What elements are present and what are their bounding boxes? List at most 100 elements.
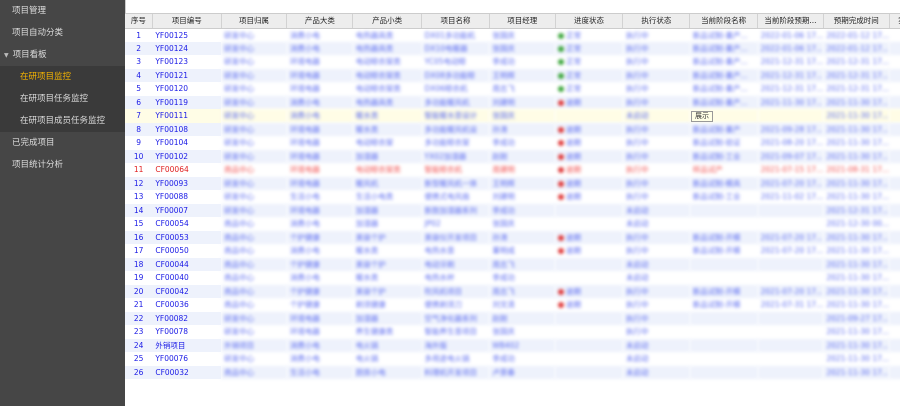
column-header[interactable]: 项目编号	[152, 14, 222, 29]
table-row[interactable]: 15 CF00054 商品中心 消费小电 加湿器 JP02 张国庆 未启动 2021-12-30…	[125, 217, 900, 231]
sidebar-item[interactable]: 项目管理	[0, 0, 125, 22]
cell-text[interactable]: YF00111	[155, 111, 189, 121]
cell-text[interactable]: YF00093	[155, 178, 189, 188]
cell	[757, 257, 824, 271]
cell: 美容个护	[352, 230, 422, 244]
table-row[interactable]: 13 YF00088 研发中心 生活小电 生活小电类 便携式电风扇 刘建明 逾期 执行中 新品试制…	[125, 190, 900, 204]
cell-text[interactable]: YF00007	[155, 205, 189, 215]
table-row[interactable]: 25 YF00076 研发中心 消费小电 电火锅 多用途电火锅 李成功 未启动 2021-11-…	[125, 352, 900, 366]
cell: 研发中心	[221, 149, 287, 163]
cell-text: 研发中心	[224, 327, 255, 337]
table-row[interactable]: 11 CF00064 商品中心 环境电器 电动晾衣架类 智能晾衣机 周建明 逾期 执行中 样品试产…	[125, 163, 900, 177]
table-row[interactable]: 1 YF00125 研发中心 消费小电 电热器具类 DX01多功能机 张国庆 正常 执行中 新品试…	[125, 28, 900, 42]
cell-text[interactable]: CF00064	[155, 165, 189, 175]
sidebar-item[interactable]: 在研项目监控	[0, 66, 125, 88]
column-header[interactable]: 项目经理	[489, 14, 556, 29]
cell: 2021-08-20 17...	[758, 136, 824, 150]
filter-bar[interactable]	[125, 0, 900, 14]
cell-text[interactable]: YF00078	[155, 327, 189, 337]
cell-text[interactable]: YF00120	[155, 84, 189, 94]
column-header[interactable]: 当前阶段名称	[689, 14, 759, 29]
column-header[interactable]: 项目名称	[421, 14, 490, 29]
cell-text[interactable]: YF00121	[155, 70, 189, 80]
cell-text[interactable]: 外销项目	[155, 340, 186, 350]
table-row[interactable]: 24 外销项目 外销项目 消费小电 电火锅 海外版 WB402 未启动 2021-11-30 1…	[125, 338, 900, 352]
column-header[interactable]: 执行状态	[622, 14, 691, 29]
cell-text[interactable]: CF00040	[155, 273, 189, 283]
cell-text[interactable]: CF00042	[155, 286, 189, 296]
column-header[interactable]: 项目归属	[221, 14, 288, 29]
cell-text[interactable]: YF00088	[155, 192, 189, 202]
table-row[interactable]: 3 YF00123 研发中心 环境电器 电动晾衣架类 YC05电动晾 李成功 正常 执行中 新品试…	[125, 55, 900, 69]
cell-text: 执行中	[625, 30, 649, 40]
cell-text[interactable]: YF00124	[155, 43, 189, 53]
column-header[interactable]: 实	[889, 14, 900, 29]
table-row[interactable]: 18 CF00044 商品中心 个护健康 美容个护 电动牙刷 周志飞 未启动 2021-11-3…	[125, 257, 900, 271]
table-row[interactable]: 6 YF00119 研发中心 消费小电 电热器具类 多功能暖风机 刘建明 逾期 执行中 新品试制-…	[125, 95, 900, 109]
status-dot-icon	[558, 167, 565, 174]
cell: 商品中心	[221, 230, 287, 244]
table-row[interactable]: 26 CF00032 商品中心 生活小电 厨房小电 料理机开发项目 卢景春 未启动 2021-1…	[125, 365, 900, 379]
table-row[interactable]: 20 CF00042 商品中心 个护健康 美容个护 吹风机项目 周志飞 逾期 执行中 新品试制-开…	[125, 284, 900, 298]
cell: 美容仪开发项目	[421, 230, 490, 244]
cell-text: 执行中	[625, 43, 649, 53]
sidebar-item[interactable]: ▼ 项目看板	[0, 44, 125, 66]
table-row[interactable]: 8 YF00108 研发中心 环境电器 暖水类 多功能暖风机设 孙涛 逾期 执行中 新品试制-量产…	[125, 122, 900, 136]
table-row[interactable]: 5 YF00120 研发中心 环境电器 电动晾衣架类 DX06晾衣机 周志飞 正常 执行中 新品试…	[125, 82, 900, 96]
cell-text[interactable]: CF00044	[155, 259, 189, 269]
column-header[interactable]: 产品大类	[286, 14, 354, 29]
sidebar-item[interactable]: 在研项目成员任务监控	[0, 110, 125, 132]
cell-text[interactable]: YF00119	[155, 97, 189, 107]
sidebar-item[interactable]: 项目自动分类	[0, 22, 125, 44]
cell-text[interactable]: YF00082	[155, 313, 189, 323]
cell-text: 李成功	[492, 57, 515, 67]
table-row[interactable]: 17 CF00050 商品中心 消费小电 暖水类 电热水壶 董明成 逾期 执行中 新品试制-开模 2…	[125, 244, 900, 258]
cell-text[interactable]: YF00104	[155, 138, 189, 148]
cell: 商品中心	[221, 163, 287, 177]
table-row[interactable]: 21 CF00036 商品中心 个护健康 剃须健康 便携剃须刀 刘文清 逾期 执行中 新品试制-开…	[125, 298, 900, 312]
column-header[interactable]: 预期完成时间	[823, 14, 890, 29]
table-row[interactable]: 16 CF00053 商品中心 个护健康 美容个护 美容仪开发项目 孙涛 逾期 执行中 新品试制-…	[125, 230, 900, 244]
cell-text[interactable]: CF00032	[155, 367, 189, 377]
column-header[interactable]: 产品小类	[352, 14, 423, 29]
table-row[interactable]: 22 YF00082 研发中心 环境电器 加湿器 空气净化器系列 赵刚 执行中 2021-09-…	[125, 311, 900, 325]
cell-text[interactable]: YF00108	[155, 124, 189, 134]
sidebar-item[interactable]: 已完成项目	[0, 132, 125, 154]
table-row[interactable]: 2 YF00124 研发中心 消费小电 电热器具类 DX10电暖器 张国庆 正常 执行中 新品试制…	[125, 41, 900, 55]
sidebar-item[interactable]: 在研项目任务监控	[0, 88, 125, 110]
cell: 2021-12-31 17...	[758, 55, 824, 69]
cell: DX08多功能晾	[421, 68, 490, 82]
cell-text[interactable]: YF00102	[155, 151, 189, 161]
cell-text[interactable]: CF00054	[155, 219, 189, 229]
cell-text[interactable]: CF00053	[155, 232, 189, 242]
cell: 执行中	[623, 55, 690, 69]
cell	[555, 311, 623, 325]
cell-text: 孙涛	[492, 124, 508, 134]
cell: 2021-11-02 17...	[758, 190, 824, 204]
cell-text: 执行中	[625, 232, 649, 242]
cell: 2021-12-31 17...	[758, 82, 824, 96]
sidebar-item[interactable]: 项目统计分析	[0, 154, 125, 176]
cell-text[interactable]: CF00050	[155, 246, 189, 256]
table-row[interactable]: 14 YF00007 研发中心 环境电器 加湿器 新款加湿器系列 李成功 未启动 2021-12…	[125, 203, 900, 217]
table-row[interactable]: 4 YF00121 研发中心 环境电器 电动晾衣架类 DX08多功能晾 王明辉 正常 执行中 新品…	[125, 68, 900, 82]
cell: YF00121	[152, 68, 222, 82]
cell-text[interactable]: YF00125	[155, 30, 189, 40]
table-row[interactable]: 7 YF00111 研发中心 消费小电 暖水类 智能暖水壶设计 张国庆 未启动 2021-11-…	[125, 109, 900, 123]
cell	[889, 271, 900, 285]
table-row[interactable]: 23 YF00078 研发中心 环境电器 养生健康类 智能养生壶项目 张国庆 执行中 2021-…	[125, 325, 900, 339]
cell-text: 逾期	[566, 124, 582, 134]
table-row[interactable]: 12 YF00093 研发中心 环境电器 暖风机 新型暖风机一体 王明辉 逾期 执行中 新品试制-…	[125, 176, 900, 190]
column-header[interactable]: 进度状态	[555, 14, 624, 29]
table-row[interactable]: 9 YF00104 研发中心 环境电器 电动晾衣架 多功能晾衣架 李成功 逾期 执行中 新品试制-…	[125, 136, 900, 150]
cell-text[interactable]: YF00123	[155, 57, 189, 67]
cell-text[interactable]: YF00076	[155, 354, 189, 364]
cell: CF00053	[152, 230, 222, 244]
column-header[interactable]: 当前阶段预期...	[757, 14, 824, 29]
cell-text: 商品中心	[224, 367, 255, 377]
cell-text[interactable]: CF00036	[155, 300, 189, 310]
column-header[interactable]: 序号	[125, 14, 153, 29]
cell	[889, 325, 900, 339]
table-row[interactable]: 10 YF00102 研发中心 环境电器 加湿器 YX02加湿器 赵刚 逾期 执行中 新品试制-工…	[125, 149, 900, 163]
table-row[interactable]: 19 CF00040 商品中心 消费小电 暖水类 电热水杯 李成功 未启动 2021-11-30…	[125, 271, 900, 285]
